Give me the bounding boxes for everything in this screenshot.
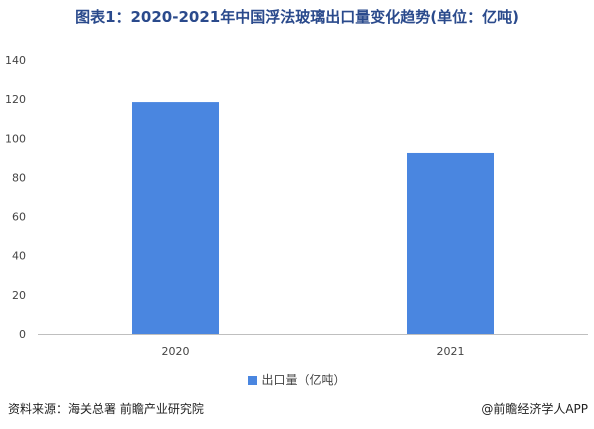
bars (132, 102, 494, 334)
x-axis-ticks: 2020 2021 (162, 345, 465, 358)
y-tick-label: 80 (12, 171, 26, 184)
bar-2020 (132, 102, 219, 334)
y-axis-ticks: 0 20 40 60 80 100 120 140 (5, 54, 26, 341)
y-tick-label: 120 (5, 93, 26, 106)
legend-swatch (248, 376, 258, 385)
brand-watermark-text: @前瞻经济学人APP (481, 402, 588, 416)
y-tick-label: 140 (5, 54, 26, 67)
y-tick-label: 100 (5, 132, 26, 145)
legend: 出口量（亿吨） (0, 371, 594, 388)
legend-label: 出口量（亿吨） (261, 373, 346, 387)
y-tick-label: 40 (12, 250, 26, 263)
y-tick-label: 20 (12, 289, 26, 302)
y-tick-label: 0 (19, 328, 26, 341)
y-tick-label: 60 (12, 211, 26, 224)
chart-title: 图表1：2020-2021年中国浮法玻璃出口量变化趋势(单位：亿吨) (75, 8, 519, 26)
source-note: 资料来源：海关总署 前瞻产业研究院 (8, 402, 204, 416)
x-tick-label: 2020 (162, 345, 190, 358)
x-tick-label: 2021 (437, 345, 465, 358)
bar-2021 (407, 152, 494, 334)
